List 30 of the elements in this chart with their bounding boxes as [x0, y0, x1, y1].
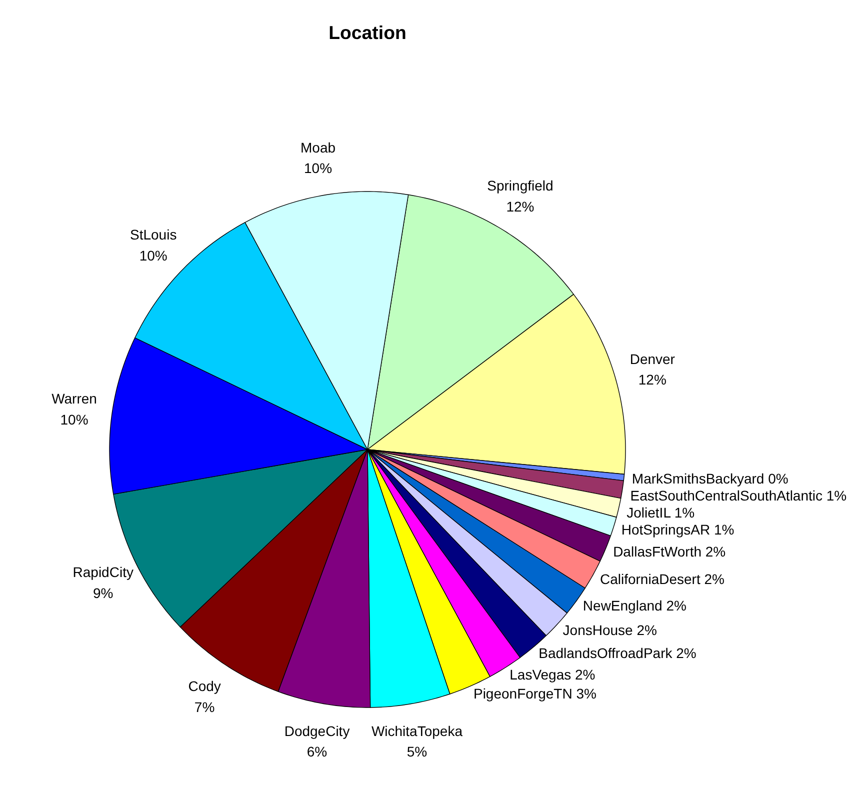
slice-label: PigeonForgeTN 3%	[473, 685, 596, 702]
slice-label: StLouis	[130, 226, 177, 243]
data-label: 5%	[406, 744, 428, 760]
slice-label: Denver	[630, 350, 676, 367]
data-label: 6%	[306, 744, 328, 760]
slice-label: MarkSmithsBackyard 0%	[632, 470, 788, 486]
slice-label: Warren	[52, 390, 97, 407]
slice-label: NewEngland 2%	[582, 598, 686, 614]
slice-label: DallasFtWorth 2%	[613, 544, 726, 560]
slice-label: HotSpringsAR 1%	[621, 521, 734, 538]
slice-label: LasVegas 2%	[510, 666, 596, 682]
data-label: 12%	[506, 198, 534, 214]
slice-label: DodgeCity	[284, 722, 350, 739]
data-label: 10%	[304, 160, 332, 176]
data-label: 7%	[194, 699, 215, 716]
slice-label: Cody	[188, 678, 221, 694]
slice-label: Springfield	[487, 178, 554, 194]
data-label: 12%	[638, 372, 666, 388]
slice-label: RapidCity	[72, 564, 134, 580]
slice-label: CaliforniaDesert 2%	[600, 570, 724, 587]
data-label: 9%	[92, 584, 114, 601]
slice-label: JonsHouse 2%	[562, 622, 657, 638]
slice-label: EastSouthCentralSouthAtlantic 1%	[630, 487, 847, 504]
data-label: 10%	[60, 412, 88, 428]
slice-label: Moab	[300, 139, 336, 156]
data-label: 10%	[139, 248, 168, 264]
slice-label: WichitaTopeka	[371, 722, 463, 739]
slice-label: JolietIL 1%	[626, 504, 695, 520]
slice-label: BadlandsOffroadPark 2%	[538, 645, 696, 662]
chart-title: Location	[328, 22, 406, 43]
